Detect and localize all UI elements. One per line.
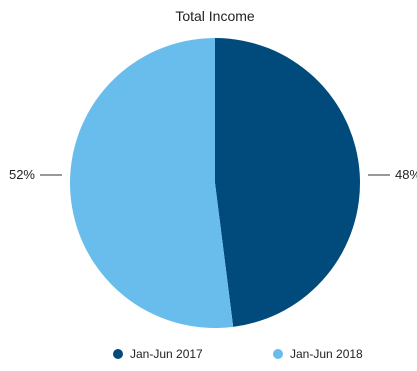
legend-label-2: Jan-Jun 2018 xyxy=(290,347,363,361)
pie-labels: 48% 52% xyxy=(9,167,417,182)
legend-swatch-1 xyxy=(113,349,123,359)
legend: Jan-Jun 2017 Jan-Jun 2018 xyxy=(113,347,363,361)
legend-label-1: Jan-Jun 2017 xyxy=(130,347,203,361)
slice-label-2: 52% xyxy=(9,167,35,182)
pie-slice-1 xyxy=(215,38,360,327)
pie-slices xyxy=(69,38,360,329)
legend-swatch-2 xyxy=(273,349,283,359)
chart-title: Total Income xyxy=(175,8,255,24)
slice-label-1: 48% xyxy=(395,167,417,182)
pie-slice-2 xyxy=(69,38,234,329)
